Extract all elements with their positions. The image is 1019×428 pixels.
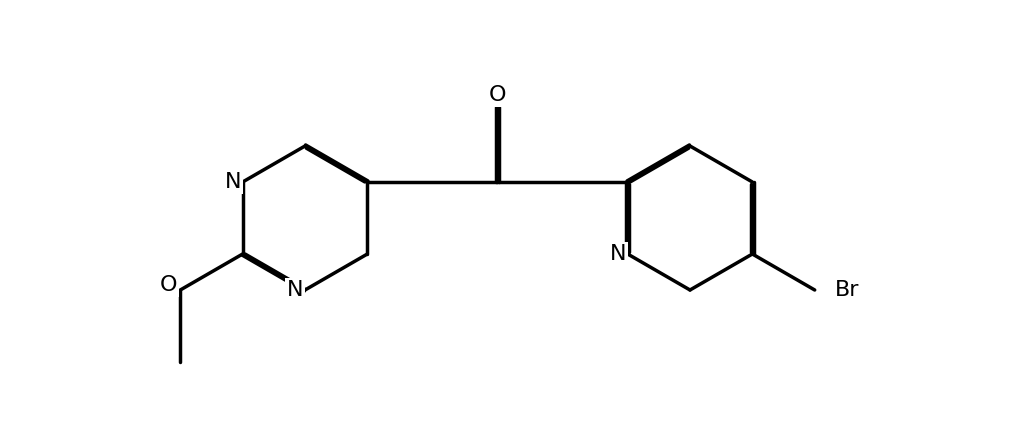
Text: N: N bbox=[286, 280, 303, 300]
Text: O: O bbox=[159, 275, 177, 295]
Text: Br: Br bbox=[834, 280, 858, 300]
Text: N: N bbox=[224, 172, 240, 192]
Text: N: N bbox=[608, 244, 626, 264]
Text: O: O bbox=[488, 85, 505, 105]
